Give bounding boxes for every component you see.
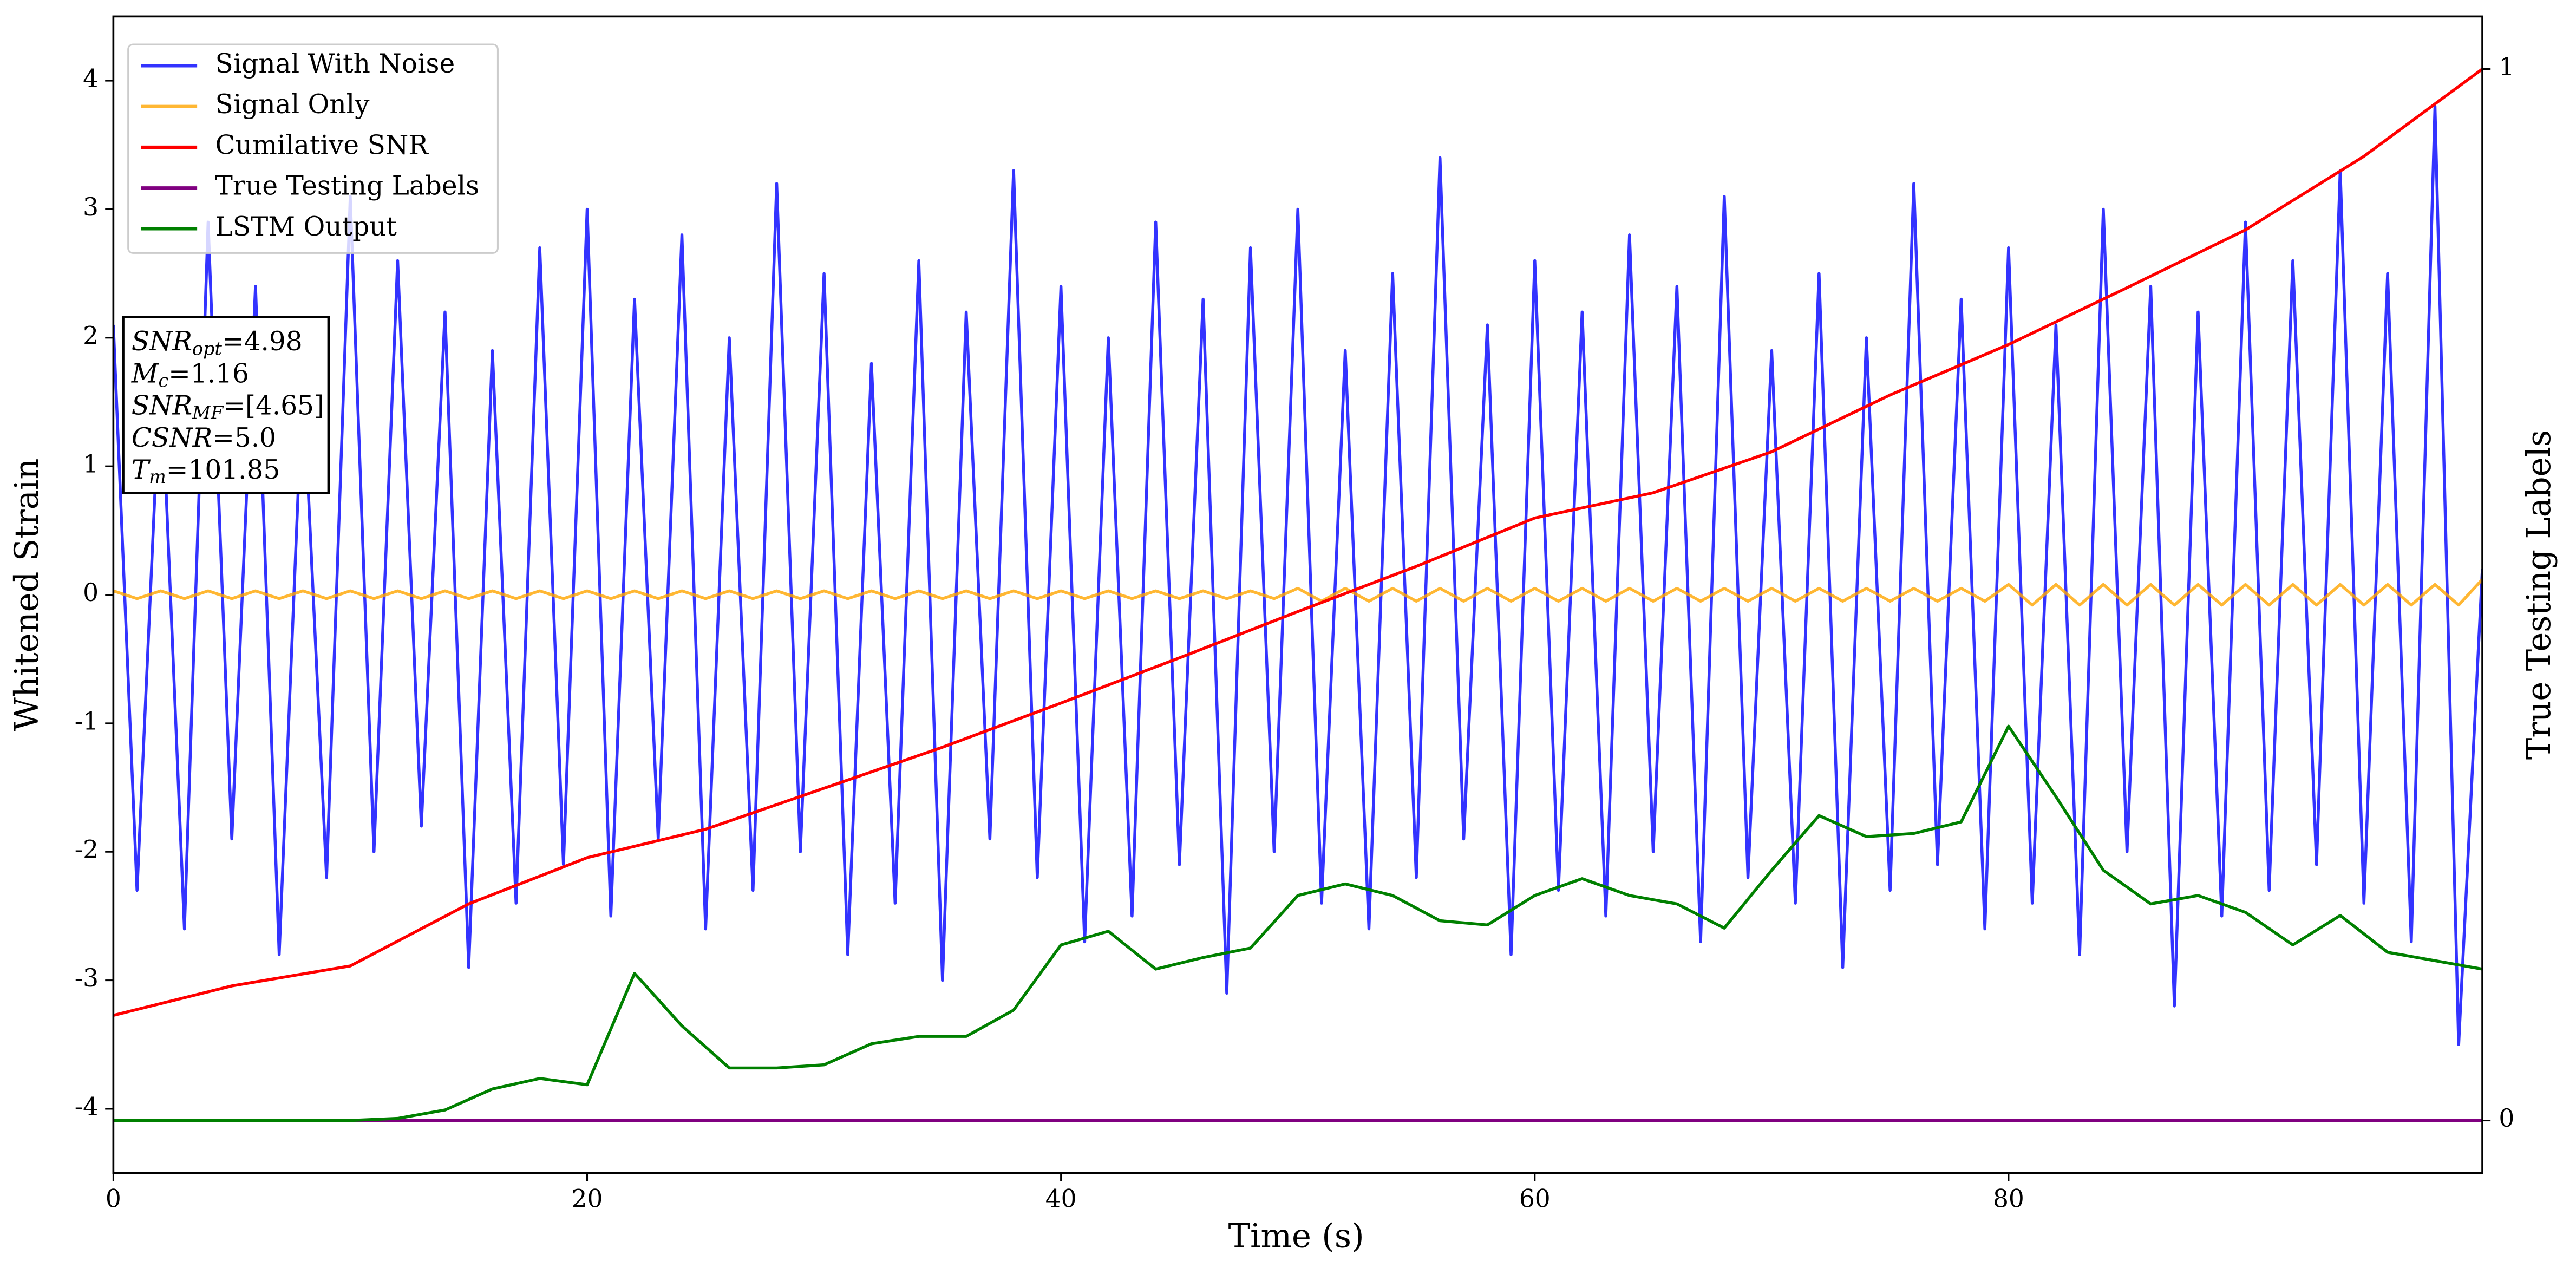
annotation-symbol: T xyxy=(132,454,151,485)
annotation-line: Tm=101.85 xyxy=(132,454,280,487)
annotation-value: =1.16 xyxy=(168,358,249,389)
y-tick-label: 4 xyxy=(83,64,99,93)
annotation-line: Mc=1.16 xyxy=(131,358,249,391)
y-tick-label: 3 xyxy=(83,193,99,221)
annotation-value: =[4.65] xyxy=(223,390,324,421)
annotation-value: =101.85 xyxy=(166,454,280,485)
x-tick-label: 80 xyxy=(1993,1185,2024,1213)
annotation-symbol: M xyxy=(131,358,159,389)
plot-area xyxy=(113,68,2483,1122)
x-tick-label: 0 xyxy=(106,1185,121,1213)
y-axis-label: Whitened Strain xyxy=(8,459,46,731)
x-tick-label: 40 xyxy=(1045,1185,1077,1213)
annotation-symbol: SNR xyxy=(132,390,192,421)
annotation-subscript: m xyxy=(149,466,166,487)
annotation-value: =5.0 xyxy=(212,422,276,453)
y-tick-label: 0 xyxy=(83,578,99,607)
legend-box xyxy=(127,43,499,254)
y2-tick-label: 1 xyxy=(2499,53,2514,81)
legend-label: Signal Only xyxy=(215,89,370,120)
legend-label: True Testing Labels xyxy=(215,171,480,201)
annotation-symbol: CSNR xyxy=(132,422,212,453)
legend-label: LSTM Output xyxy=(215,212,397,242)
annotation-box xyxy=(122,316,330,494)
annotation-value: =4.98 xyxy=(222,326,303,357)
series-line xyxy=(113,578,2483,607)
y-tick-label: -2 xyxy=(75,835,99,864)
annotation-subscript: MF xyxy=(192,402,224,423)
annotation-line: CSNR=5.0 xyxy=(132,422,276,453)
legend-label: Signal With Noise xyxy=(215,49,455,79)
y-tick-label: -3 xyxy=(75,964,99,992)
annotation-symbol: SNR xyxy=(132,326,192,357)
y-tick-label: 2 xyxy=(83,321,99,350)
y2-tick-label: 0 xyxy=(2499,1104,2514,1133)
series-line xyxy=(113,104,2483,1047)
annotation-subscript: c xyxy=(158,370,168,391)
y-tick-label: -1 xyxy=(75,707,99,735)
series-line xyxy=(113,724,2483,1122)
y2-axis-label: True Testing Labels xyxy=(2520,430,2558,760)
annotation-subscript: opt xyxy=(192,338,222,359)
x-axis-label: Time (s) xyxy=(1228,1218,1364,1256)
y-tick-label: -4 xyxy=(75,1092,99,1121)
legend-label: Cumilative SNR xyxy=(215,130,429,160)
annotation-line: SNRMF=[4.65] xyxy=(132,390,324,423)
series-line xyxy=(113,68,2483,1017)
annotation-line: SNRopt=4.98 xyxy=(132,326,303,360)
x-tick-label: 60 xyxy=(1519,1185,1551,1213)
y-tick-label: 1 xyxy=(83,450,99,479)
x-tick-label: 20 xyxy=(572,1185,603,1213)
